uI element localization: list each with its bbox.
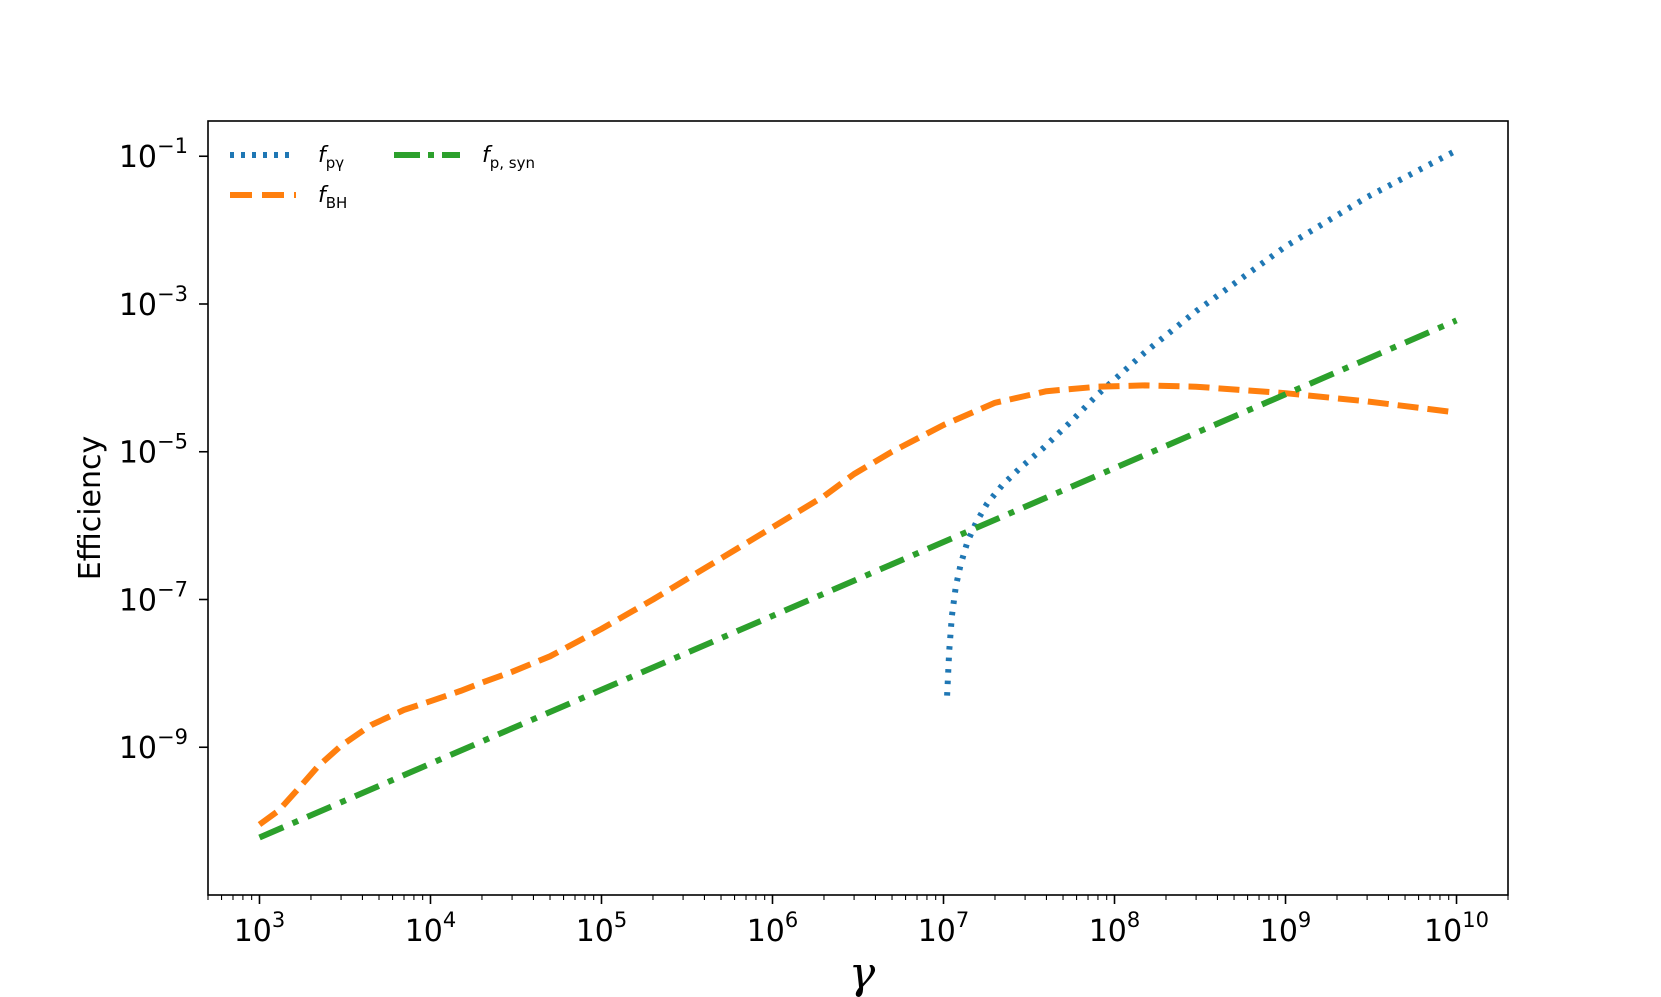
y-axis: 10−9 10−7 10−5 10−3 10−1 bbox=[119, 134, 208, 766]
y-axis-label: Efficiency bbox=[73, 436, 108, 581]
x-tick-label: 1010 bbox=[1424, 908, 1489, 949]
x-tick-label: 103 bbox=[234, 908, 286, 949]
series-line-fpsyn bbox=[258, 317, 1458, 841]
x-axis-label: γ bbox=[849, 948, 876, 997]
legend-label-fpsyn: fp, syn bbox=[482, 143, 535, 172]
legend-label-fpg: fpγ bbox=[318, 143, 344, 172]
legend: fpγ fBH fp, syn bbox=[230, 143, 535, 212]
y-tick-label: 10−5 bbox=[119, 430, 188, 471]
x-tick-label: 104 bbox=[405, 908, 457, 949]
y-tick-label: 10−3 bbox=[119, 282, 188, 323]
legend-label-fbh: fBH bbox=[318, 183, 347, 212]
x-tick-label: 109 bbox=[1260, 908, 1312, 949]
series-layer bbox=[257, 147, 1458, 841]
y-tick-label: 10−7 bbox=[119, 577, 188, 618]
x-tick-label: 107 bbox=[918, 908, 970, 949]
x-tick-label: 105 bbox=[576, 908, 628, 949]
series-line-fbh bbox=[257, 382, 1457, 827]
x-tick-label: 106 bbox=[747, 908, 799, 949]
y-tick-label: 10−1 bbox=[119, 134, 188, 175]
y-tick-label: 10−9 bbox=[119, 725, 188, 766]
x-tick-label: 108 bbox=[1089, 908, 1141, 949]
plot-frame bbox=[207, 120, 1509, 896]
plot-area bbox=[207, 120, 1509, 896]
series-line-fpg bbox=[944, 147, 1458, 696]
x-axis: 103 104 105 106 107 108 109 1010 bbox=[207, 895, 1509, 949]
